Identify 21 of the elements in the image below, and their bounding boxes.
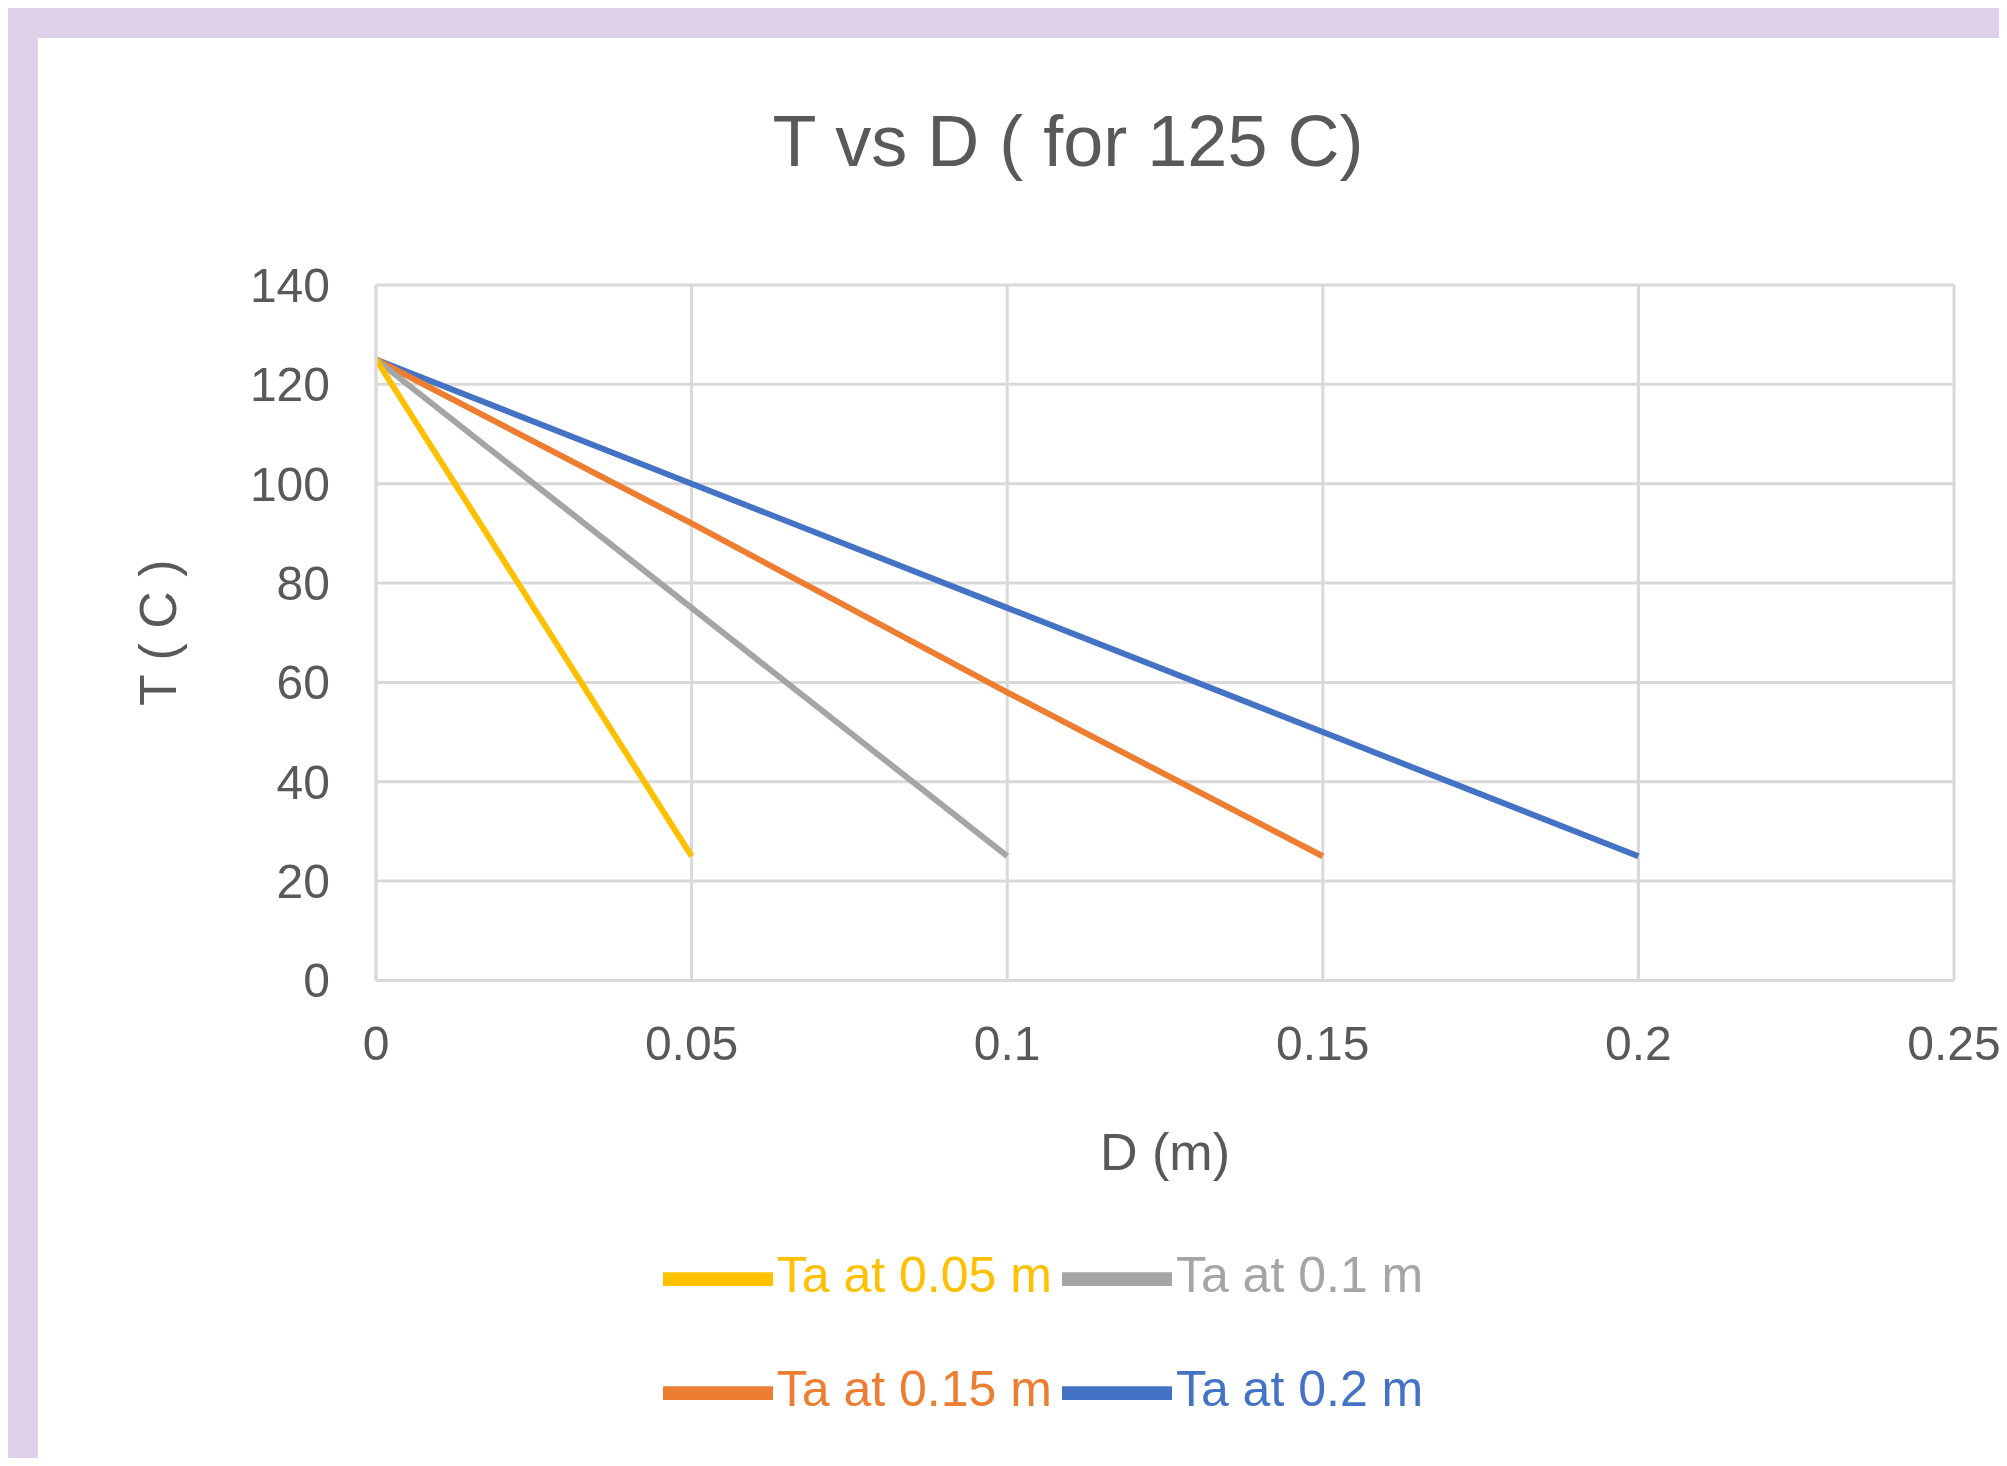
y-tick-label: 0 [303,954,330,1008]
x-tick-label: 0.2 [1605,1017,1672,1071]
x-tick-label: 0 [362,1017,390,1071]
y-tick-label: 60 [276,656,330,710]
legend-label: Ta at 0.05 m [776,1247,1052,1304]
y-tick-label: 80 [276,557,330,611]
y-tick-label: 140 [249,259,330,313]
x-tick-label: 0.15 [1276,1017,1370,1071]
chart-title: T vs D ( for 125 C) [771,100,1365,182]
y-tick-label: 120 [249,358,330,412]
y-tick-label: 20 [276,855,330,909]
y-tick-label: 40 [276,755,330,809]
x-tick-label: 0.25 [1907,1017,2001,1071]
legend-label: Ta at 0.1 m [1175,1247,1424,1304]
x-axis-title: D (m) [1100,1123,1230,1182]
legend-label: Ta at 0.15 m [776,1361,1052,1418]
x-tick-label: 0.05 [644,1017,739,1071]
y-axis-title: T ( C ) [129,559,188,706]
x-tick-label: 0.1 [973,1017,1041,1071]
legend-label: Ta at 0.2 m [1175,1361,1424,1418]
y-tick-label: 100 [249,457,330,511]
